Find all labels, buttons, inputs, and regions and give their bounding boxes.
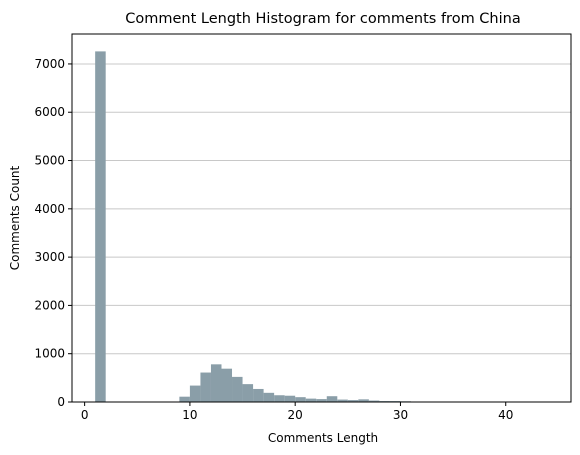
histogram-bar [95, 51, 106, 402]
histogram-bar [242, 384, 254, 402]
axes-spines [71, 33, 572, 403]
histogram-bar [284, 395, 296, 402]
histogram-bar [200, 372, 211, 402]
plot-area: 0 10 20 30 40 0 1000 2000 3000 4000 5000 6000 7000 [34, 33, 572, 422]
histogram-bar [274, 395, 285, 402]
x-tick-label: 10 [182, 408, 197, 422]
y-tick-label: 7000 [34, 57, 65, 71]
axis-frame [71, 33, 572, 403]
histogram-bar [316, 399, 327, 402]
y-tick-label: 2000 [34, 298, 65, 312]
x-axis-label: Comments Length [268, 431, 378, 445]
y-tick-label: 6000 [34, 105, 65, 119]
y-axis-label: Comments Count [8, 165, 22, 270]
histogram-bar [210, 364, 222, 402]
histogram-bar [189, 385, 201, 402]
x-tick-label: 20 [288, 408, 303, 422]
x-tick-label: 40 [498, 408, 513, 422]
x-tick-label: 0 [81, 408, 89, 422]
histogram-bar [232, 376, 243, 402]
x-axis-ticks: 0 10 20 30 40 [81, 402, 513, 422]
y-tick-label: 4000 [34, 202, 65, 216]
chart-title: Comment Length Histogram for comments fr… [125, 11, 520, 27]
x-tick-label: 30 [393, 408, 408, 422]
y-tick-label: 0 [57, 395, 65, 409]
grid-lines [72, 63, 571, 355]
y-tick-label: 5000 [34, 154, 65, 168]
y-axis-ticks: 0 1000 2000 3000 4000 5000 6000 7000 [34, 57, 72, 409]
histogram-bar [337, 399, 348, 402]
histogram-bar [253, 388, 264, 402]
histogram-bar [263, 392, 275, 402]
histogram-bar [179, 396, 190, 402]
histogram-bar [326, 396, 338, 402]
histogram-bar [221, 368, 233, 402]
y-tick-label: 1000 [34, 347, 65, 361]
histogram-bars [95, 51, 559, 402]
histogram-bar [358, 399, 369, 402]
histogram-bar [347, 400, 359, 402]
histogram-bar [305, 398, 317, 402]
y-tick-label: 3000 [34, 250, 65, 264]
histogram-bar [295, 397, 306, 402]
histogram-bar [368, 400, 380, 402]
